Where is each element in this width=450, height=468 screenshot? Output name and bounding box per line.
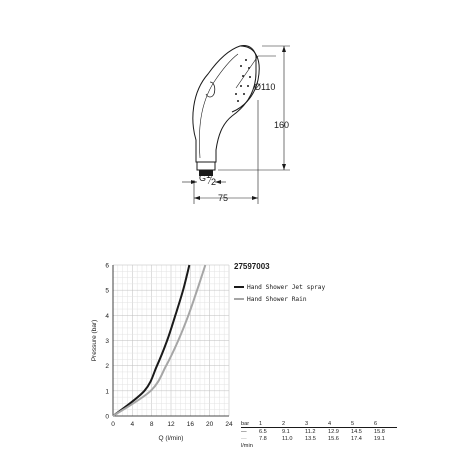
- bar-value: 4: [328, 420, 351, 428]
- table-cell: 11.2: [305, 428, 316, 435]
- legend-swatch-jet: [234, 286, 244, 288]
- y-tick-label: 0: [105, 414, 109, 421]
- y-tick-label: 5: [105, 288, 109, 295]
- series-line-jet-spray: [112, 264, 191, 417]
- unit-bar: bar: [241, 420, 259, 428]
- legend-label-rain: Hand Shower Rain: [247, 295, 307, 303]
- table-row: — 7.8 11.0 13.5 15.6 17.4 19.1: [241, 435, 397, 442]
- table-row: — 6.5 9.1 11.2 12.9 14.5 15.8: [241, 428, 397, 436]
- legend-item-jet: Hand Shower Jet spray: [234, 281, 325, 293]
- mode-selector: [205, 81, 216, 98]
- x-tick-label: 20: [206, 421, 214, 428]
- bar-value: 3: [305, 420, 328, 428]
- legend-swatch-rain: [234, 298, 244, 300]
- unit-flow: l/min: [241, 442, 253, 449]
- width-label: 75: [218, 193, 228, 203]
- y-axis-label: Pressure (bar): [91, 320, 98, 362]
- legend-item-rain: Hand Shower Rain: [234, 293, 325, 305]
- table-cell: 12.9: [328, 428, 339, 435]
- series-line-rain: [112, 264, 207, 417]
- x-tick-label: 12: [167, 421, 175, 428]
- row-marker-rain: —: [241, 435, 247, 442]
- table-cell: 19.1: [374, 435, 385, 442]
- hand-shower-contour: [199, 53, 239, 159]
- thread-fraction-den: 2: [211, 177, 216, 187]
- table-cell: 17.4: [351, 435, 362, 442]
- legend-label-jet: Hand Shower Jet spray: [247, 283, 326, 291]
- x-tick-label: 16: [187, 421, 195, 428]
- table-unit-row: l/min: [241, 442, 397, 449]
- table-cell: 7.8: [259, 435, 267, 442]
- x-tick-label: 4: [131, 421, 135, 428]
- row-marker-jet: —: [241, 428, 247, 435]
- x-tick-label: 24: [225, 421, 233, 428]
- x-axis-label: Q (l/min): [159, 435, 184, 442]
- spray-nozzles: [235, 59, 251, 102]
- y-tick-label: 4: [105, 313, 109, 320]
- y-tick-label: 6: [105, 263, 109, 270]
- thread-fraction-num: 1: [206, 170, 211, 180]
- flow-table: bar 1 2 3 4 5 6 — 6.5 9.1 11.2 12.9 14.5…: [241, 420, 397, 449]
- hand-shower-drawing: Ø110 160 G 1 2 75: [182, 45, 290, 204]
- height-label: 160: [274, 120, 289, 130]
- table-cell: 15.8: [374, 428, 385, 435]
- product-code: 27597003: [234, 262, 270, 271]
- bar-value: 2: [282, 420, 305, 428]
- x-tick-label: 8: [150, 421, 154, 428]
- table-cell: 15.6: [328, 435, 339, 442]
- table-cell: 6.5: [259, 428, 267, 435]
- x-tick-label: 0: [111, 421, 115, 428]
- table-cell: 13.5: [305, 435, 316, 442]
- hand-shower-body: [192, 45, 257, 163]
- table-cell: 9.1: [282, 428, 290, 435]
- spray-face: [231, 45, 260, 113]
- table-cell: 14.5: [351, 428, 362, 435]
- table-header-row: bar 1 2 3 4 5 6: [241, 420, 397, 428]
- y-tick-label: 3: [105, 338, 109, 345]
- y-tick-label: 2: [105, 363, 109, 370]
- table-cell: 11.0: [282, 435, 293, 442]
- thread-label: G: [199, 173, 206, 183]
- bar-value: 1: [259, 420, 282, 428]
- diameter-label: Ø110: [254, 82, 275, 92]
- y-tick-label: 1: [105, 388, 109, 395]
- chart-legend: Hand Shower Jet spray Hand Shower Rain: [234, 281, 325, 305]
- bar-value: 6: [374, 420, 397, 428]
- bar-value: 5: [351, 420, 374, 428]
